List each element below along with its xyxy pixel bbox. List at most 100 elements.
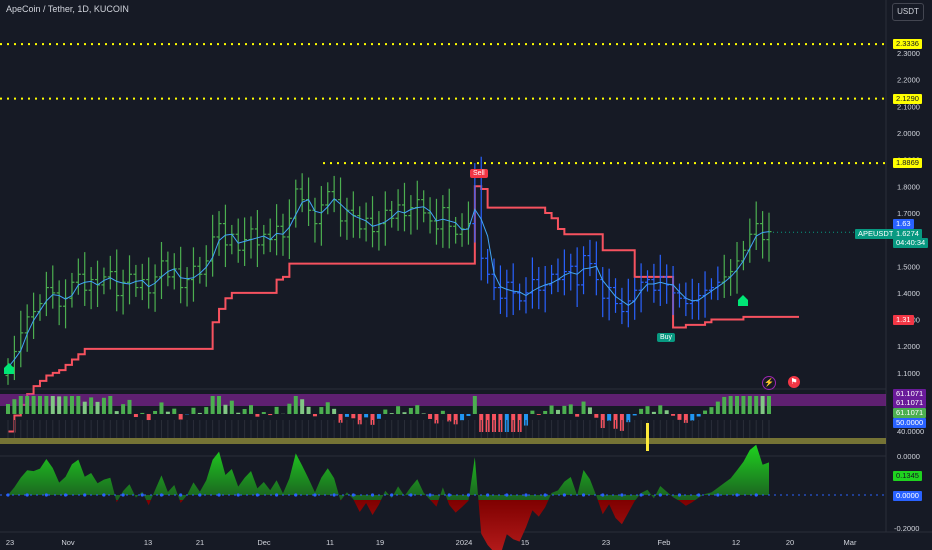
buy-signal: Buy xyxy=(657,333,676,342)
zero-dot xyxy=(63,493,68,497)
osc-bar xyxy=(31,396,36,414)
osc-bar xyxy=(709,407,714,414)
time-tick-label: 2024 xyxy=(456,538,473,547)
osc-bar xyxy=(57,396,62,414)
osc-bar xyxy=(357,414,362,425)
osc-bar xyxy=(249,405,254,414)
up-arrow-marker xyxy=(738,295,748,306)
osc-bar xyxy=(376,414,381,419)
momentum-zero-tag: 0.0000 xyxy=(893,491,922,501)
osc-bar xyxy=(121,404,126,414)
time-tick-label: Feb xyxy=(658,538,671,547)
osc-bar xyxy=(760,396,765,414)
osc-bar xyxy=(146,414,151,421)
zero-dot xyxy=(428,493,432,497)
momentum-zero-dots xyxy=(6,493,758,497)
price-tick-label: 2.1000 xyxy=(897,102,920,111)
time-tick-label: 23 xyxy=(6,538,14,547)
osc-bar xyxy=(191,407,196,414)
osc-bar xyxy=(677,414,682,420)
event-flag-icon[interactable]: ⚑ xyxy=(788,376,800,388)
osc-bar xyxy=(268,414,273,416)
level-label-3: 1.8869 xyxy=(893,158,922,169)
osc-bar xyxy=(229,400,234,414)
osc-bar xyxy=(690,414,695,421)
osc-bar xyxy=(747,396,752,414)
osc-overbought-band xyxy=(0,394,886,406)
osc-bar xyxy=(447,414,452,422)
osc-bar xyxy=(664,410,669,414)
zero-dot xyxy=(620,493,624,497)
zero-dot xyxy=(25,493,29,497)
zero-dot xyxy=(409,493,413,497)
zero-dot xyxy=(581,493,586,497)
lightning-icon[interactable]: ⚡ xyxy=(762,376,776,390)
zero-dot xyxy=(6,493,10,497)
osc-tag-4: 50.0000 xyxy=(893,418,927,428)
price-tick-label: 1.8000 xyxy=(897,182,920,191)
high-price-tag: 1.63 xyxy=(893,219,914,229)
osc-bar xyxy=(319,407,324,414)
osc-bar xyxy=(402,412,407,414)
candles xyxy=(5,156,772,385)
zero-dot xyxy=(332,493,336,497)
zero-dot xyxy=(658,493,662,497)
momentum-area xyxy=(8,444,769,550)
osc-bar xyxy=(639,408,644,414)
zero-dot xyxy=(677,493,682,497)
zero-dot xyxy=(486,493,490,497)
osc-tag-2: 61.1071 xyxy=(893,398,927,408)
zero-dot xyxy=(140,493,144,497)
price-tick-label: 1.5000 xyxy=(897,262,920,271)
osc-bar xyxy=(434,414,439,424)
time-tick-label: 11 xyxy=(326,538,334,547)
osc-bar xyxy=(626,414,631,423)
time-tick-label: 23 xyxy=(602,538,610,547)
time-tick-label: 13 xyxy=(144,538,152,547)
osc-bar xyxy=(12,399,17,414)
osc-bar xyxy=(69,396,74,414)
zero-dot xyxy=(466,493,471,497)
zero-dot xyxy=(447,493,451,497)
chart-title: ApeCoin / Tether, 1D, KUCOIN xyxy=(6,4,129,14)
osc-bar xyxy=(364,414,369,418)
trailing-stop-tag: 1.31 xyxy=(893,315,914,325)
time-tick-label: 21 xyxy=(196,538,204,547)
zero-dot xyxy=(255,493,260,497)
osc-bar xyxy=(37,396,42,414)
osc-tag-1: 61.1071 xyxy=(893,389,927,399)
currency-button[interactable]: USDT xyxy=(892,3,924,21)
osc-bar xyxy=(332,408,337,414)
zero-dot xyxy=(217,493,221,497)
up-arrow-marker xyxy=(4,363,14,374)
osc-bar xyxy=(44,396,49,414)
osc-bar xyxy=(274,406,279,414)
osc-bar xyxy=(440,410,445,414)
momentum-tick-label: -0.2000 xyxy=(894,524,919,533)
osc-bar xyxy=(306,406,311,414)
osc-bar xyxy=(741,396,746,414)
zero-dot xyxy=(601,493,605,497)
osc-bar xyxy=(108,396,113,414)
zero-dot xyxy=(697,493,701,497)
countdown-tag: 04:40:34 xyxy=(893,238,929,248)
osc-bar xyxy=(293,396,298,414)
zero-dot xyxy=(198,493,202,497)
osc-bar xyxy=(383,409,388,414)
osc-bar xyxy=(549,405,554,414)
osc-bar xyxy=(466,414,471,416)
osc-bar xyxy=(754,396,759,414)
time-tick-label: 19 xyxy=(376,538,384,547)
zero-dot xyxy=(754,493,758,497)
zero-dot xyxy=(639,493,643,497)
zero-dot xyxy=(83,493,87,497)
osc-oversold-band xyxy=(0,438,886,444)
time-tick-label: 15 xyxy=(521,538,529,547)
osc-bar xyxy=(389,413,394,414)
price-tick-label: 2.0000 xyxy=(897,129,920,138)
zero-dot xyxy=(102,493,106,497)
osc-bar xyxy=(396,406,401,414)
osc-bar xyxy=(50,396,55,414)
osc-bar xyxy=(300,399,305,414)
osc-bar xyxy=(89,397,94,414)
